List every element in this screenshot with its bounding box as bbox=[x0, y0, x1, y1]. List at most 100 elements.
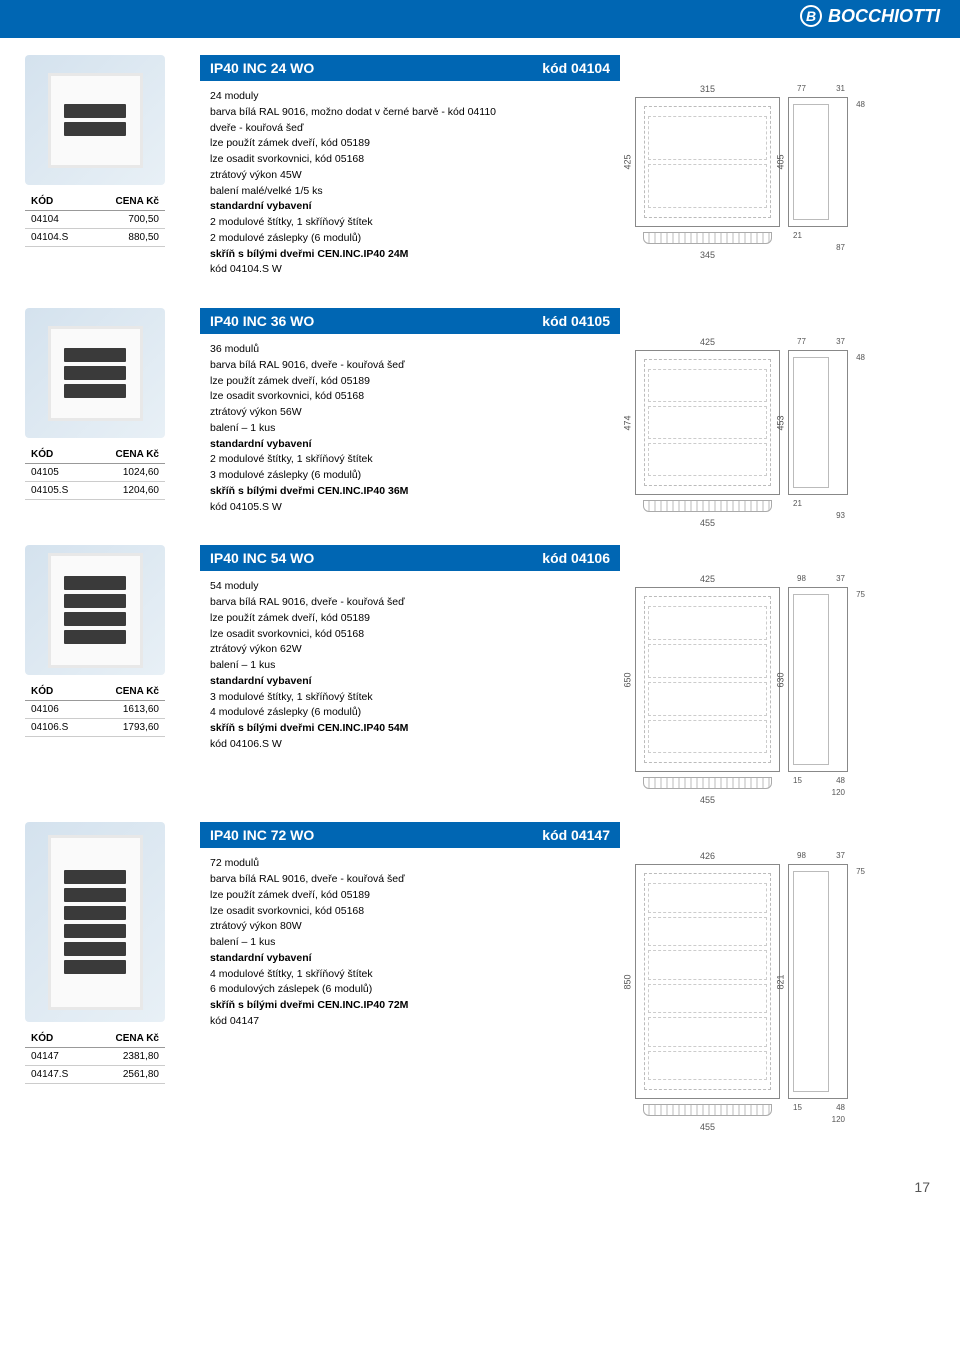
enclosure-icon bbox=[48, 553, 143, 668]
title-bar: IP40 INC 72 WOkód 04147 bbox=[200, 822, 620, 848]
dim-label: 48 bbox=[856, 100, 865, 109]
diagram-side: 7731484052187 bbox=[788, 97, 848, 227]
title-bar: IP40 INC 54 WOkód 04106 bbox=[200, 545, 620, 571]
col-right: 3154253457731484052187 bbox=[635, 97, 935, 278]
diagram-front: 426850455 bbox=[635, 864, 780, 1099]
dim-label: 850 bbox=[623, 974, 633, 989]
dim-label: 98 bbox=[797, 851, 806, 860]
spec-line: barva bílá RAL 9016, možno dodat v černé… bbox=[210, 105, 620, 121]
spec-line: lze použít zámek dveří, kód 05189 bbox=[210, 611, 620, 627]
col-left: KÓDCENA Kč041061613,6004106.S1793,60 bbox=[25, 545, 185, 792]
title-bar: IP40 INC 36 WOkód 04105 bbox=[200, 308, 620, 334]
cell-code: 04105 bbox=[25, 464, 91, 482]
dim-label: 455 bbox=[700, 1122, 715, 1132]
spec-line: ztrátový výkon 62W bbox=[210, 642, 620, 658]
cell-price: 1613,60 bbox=[91, 701, 165, 719]
product-image bbox=[25, 822, 165, 1022]
spec-line: 4 modulové záslepky (6 modulů) bbox=[210, 705, 620, 721]
cell-price: 880,50 bbox=[91, 229, 165, 247]
col-left: KÓDCENA Kč041051024,6004105.S1204,60 bbox=[25, 308, 185, 515]
spec-line: lze osadit svorkovnici, kód 05168 bbox=[210, 152, 620, 168]
dim-label: 48 bbox=[856, 353, 865, 362]
cell-price: 1204,60 bbox=[91, 482, 165, 500]
spec-line: lze osadit svorkovnici, kód 05168 bbox=[210, 904, 620, 920]
dim-label: 37 bbox=[836, 337, 845, 346]
spec-line: barva bílá RAL 9016, dveře - kouřová šeď bbox=[210, 595, 620, 611]
product-image bbox=[25, 545, 165, 675]
spec-line: 4 modulové štítky, 1 skříňový štítek bbox=[210, 967, 620, 983]
dim-label: 345 bbox=[700, 250, 715, 260]
spec-line: 6 modulových záslepek (6 modulů) bbox=[210, 982, 620, 998]
enclosure-icon bbox=[48, 835, 143, 1010]
spec-line: kód 04104.S W bbox=[210, 262, 620, 278]
dim-label: 455 bbox=[700, 795, 715, 805]
product-row: KÓDCENA Kč041061613,6004106.S1793,60 IP40… bbox=[25, 545, 935, 792]
cell-price: 2381,80 bbox=[91, 1048, 165, 1066]
spec-line: ztrátový výkon 45W bbox=[210, 168, 620, 184]
diagram-side: 9837756301512048 bbox=[788, 587, 848, 772]
diagram-front: 425650455 bbox=[635, 587, 780, 772]
cell-code: 04105.S bbox=[25, 482, 91, 500]
dim-label: 425 bbox=[700, 337, 715, 347]
price-table: KÓDCENA Kč041061613,6004106.S1793,60 bbox=[25, 683, 165, 737]
dim-label: 87 bbox=[836, 243, 845, 252]
spec-line: balení – 1 kus bbox=[210, 935, 620, 951]
th-price: CENA Kč bbox=[91, 193, 165, 211]
spec-line: dveře - kouřová šeď bbox=[210, 121, 620, 137]
page-number: 17 bbox=[0, 1169, 960, 1205]
cell-code: 04104 bbox=[25, 211, 91, 229]
spec-line: barva bílá RAL 9016, dveře - kouřová šeď bbox=[210, 872, 620, 888]
spec-line: balení – 1 kus bbox=[210, 421, 620, 437]
spec-line: lze použít zámek dveří, kód 05189 bbox=[210, 136, 620, 152]
col-mid: IP40 INC 54 WOkód 04106 54 modulybarva bí… bbox=[200, 545, 620, 792]
spec-line: balení – 1 kus bbox=[210, 658, 620, 674]
col-right: 4256504559837756301512048 bbox=[635, 587, 935, 792]
dim-label: 426 bbox=[700, 851, 715, 861]
spec-line: kód 04147 bbox=[210, 1014, 620, 1030]
cell-code: 04147 bbox=[25, 1048, 91, 1066]
dim-label: 31 bbox=[836, 84, 845, 93]
spec-line: barva bílá RAL 9016, dveře - kouřová šeď bbox=[210, 358, 620, 374]
spec-line: skříň s bílými dveřmi CEN.INC.IP40 24M bbox=[210, 247, 620, 263]
price-table: KÓDCENA Kč04104700,5004104.S880,50 bbox=[25, 193, 165, 247]
th-code: KÓD bbox=[25, 1030, 91, 1048]
cell-code: 04106 bbox=[25, 701, 91, 719]
cell-price: 1793,60 bbox=[91, 719, 165, 737]
spec-line: standardní vybavení bbox=[210, 437, 620, 453]
spec-line: lze osadit svorkovnici, kód 05168 bbox=[210, 389, 620, 405]
spec-line: kód 04105.S W bbox=[210, 500, 620, 516]
dim-label: 120 bbox=[832, 1115, 845, 1124]
table-row: 04106.S1793,60 bbox=[25, 719, 165, 737]
spec-line: lze použít zámek dveří, kód 05189 bbox=[210, 374, 620, 390]
spec-line: 2 modulové záslepky (6 modulů) bbox=[210, 231, 620, 247]
dim-label: 48 bbox=[836, 776, 845, 785]
col-mid: IP40 INC 72 WOkód 04147 72 modulůbarva bí… bbox=[200, 822, 620, 1119]
dim-label: 425 bbox=[623, 154, 633, 169]
col-right: 4268504559837758211512048 bbox=[635, 864, 935, 1119]
brand: B BOCCHIOTTI bbox=[800, 5, 940, 27]
dim-label: 15 bbox=[793, 776, 802, 785]
table-row: 041472381,80 bbox=[25, 1048, 165, 1066]
dim-label: 630 bbox=[776, 672, 786, 687]
spec-line: skříň s bílými dveřmi CEN.INC.IP40 54M bbox=[210, 721, 620, 737]
spec-line: 36 modulů bbox=[210, 342, 620, 358]
product-image bbox=[25, 308, 165, 438]
dim-label: 48 bbox=[836, 1103, 845, 1112]
col-mid: IP40 INC 36 WOkód 04105 36 modulůbarva bí… bbox=[200, 308, 620, 515]
enclosure-icon bbox=[48, 73, 143, 168]
price-table: KÓDCENA Kč041472381,8004147.S2561,80 bbox=[25, 1030, 165, 1084]
header-bar: B BOCCHIOTTI bbox=[0, 0, 960, 35]
product-row: KÓDCENA Kč041051024,6004105.S1204,60IP40… bbox=[25, 308, 935, 515]
th-code: KÓD bbox=[25, 193, 91, 211]
specs-list: 72 modulůbarva bílá RAL 9016, dveře - ko… bbox=[200, 856, 620, 1029]
spec-line: skříň s bílými dveřmi CEN.INC.IP40 72M bbox=[210, 998, 620, 1014]
dim-label: 315 bbox=[700, 84, 715, 94]
spec-line: 72 modulů bbox=[210, 856, 620, 872]
specs-list: 54 modulybarva bílá RAL 9016, dveře - ko… bbox=[200, 579, 620, 752]
spec-line: standardní vybavení bbox=[210, 199, 620, 215]
product-code-label: kód 04106 bbox=[542, 550, 610, 566]
product-title: IP40 INC 36 WO bbox=[210, 313, 314, 329]
dim-label: 455 bbox=[700, 518, 715, 528]
dim-label: 75 bbox=[856, 590, 865, 599]
dim-label: 453 bbox=[776, 415, 786, 430]
